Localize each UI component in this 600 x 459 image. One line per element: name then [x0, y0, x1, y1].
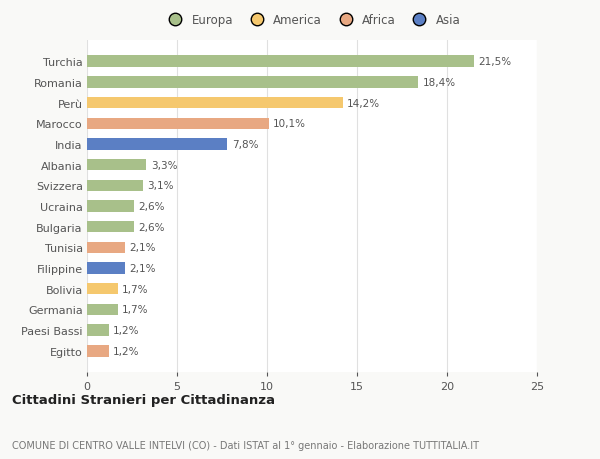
Text: 2,6%: 2,6% — [139, 222, 165, 232]
Text: 1,7%: 1,7% — [122, 305, 149, 315]
Text: 18,4%: 18,4% — [422, 78, 456, 88]
Text: 1,7%: 1,7% — [122, 284, 149, 294]
Bar — [87, 284, 118, 295]
Text: 3,3%: 3,3% — [151, 160, 178, 170]
Bar — [87, 201, 134, 212]
Bar — [87, 118, 269, 129]
Bar — [87, 77, 418, 88]
Bar — [87, 325, 109, 336]
Bar — [87, 222, 134, 233]
Bar — [87, 346, 109, 357]
Bar — [87, 139, 227, 150]
Text: 2,1%: 2,1% — [130, 243, 156, 253]
Legend: Europa, America, Africa, Asia: Europa, America, Africa, Asia — [158, 9, 466, 32]
Bar — [87, 56, 474, 67]
Text: 1,2%: 1,2% — [113, 325, 140, 336]
Text: COMUNE DI CENTRO VALLE INTELVI (CO) - Dati ISTAT al 1° gennaio - Elaborazione TU: COMUNE DI CENTRO VALLE INTELVI (CO) - Da… — [12, 440, 479, 450]
Text: Cittadini Stranieri per Cittadinanza: Cittadini Stranieri per Cittadinanza — [12, 393, 275, 406]
Bar — [87, 98, 343, 109]
Bar — [87, 242, 125, 253]
Text: 1,2%: 1,2% — [113, 346, 140, 356]
Bar — [87, 180, 143, 191]
Bar — [87, 160, 146, 171]
Text: 10,1%: 10,1% — [273, 119, 306, 129]
Text: 2,1%: 2,1% — [130, 263, 156, 274]
Text: 7,8%: 7,8% — [232, 140, 259, 150]
Text: 3,1%: 3,1% — [148, 181, 174, 191]
Text: 21,5%: 21,5% — [479, 57, 512, 67]
Text: 2,6%: 2,6% — [139, 202, 165, 212]
Bar — [87, 304, 118, 315]
Text: 14,2%: 14,2% — [347, 98, 380, 108]
Bar — [87, 263, 125, 274]
